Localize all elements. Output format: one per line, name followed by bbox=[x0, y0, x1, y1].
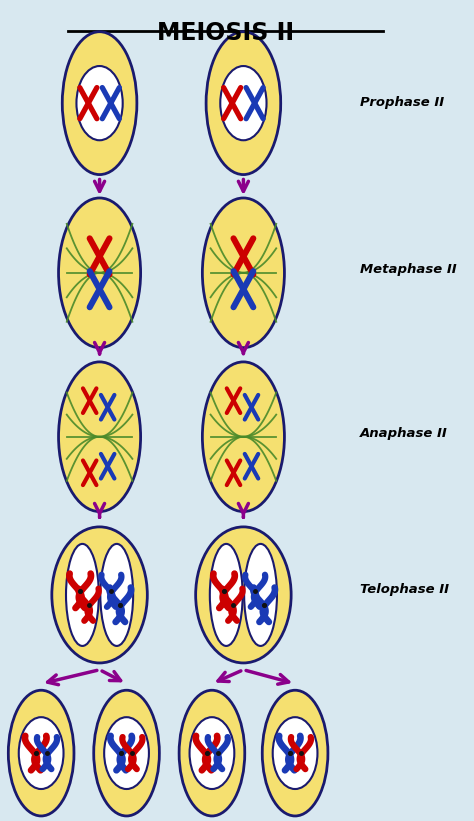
Text: Prophase II: Prophase II bbox=[360, 96, 445, 109]
Text: Telophase II: Telophase II bbox=[360, 583, 449, 596]
Ellipse shape bbox=[94, 690, 159, 816]
Text: Metaphase II: Metaphase II bbox=[360, 263, 457, 276]
Ellipse shape bbox=[62, 32, 137, 175]
Ellipse shape bbox=[66, 544, 99, 646]
Ellipse shape bbox=[210, 544, 243, 646]
Ellipse shape bbox=[190, 718, 234, 789]
Text: MEIOSIS II: MEIOSIS II bbox=[157, 21, 294, 45]
Ellipse shape bbox=[76, 66, 123, 140]
Ellipse shape bbox=[19, 718, 64, 789]
Ellipse shape bbox=[202, 198, 284, 347]
Ellipse shape bbox=[202, 362, 284, 511]
Text: Anaphase II: Anaphase II bbox=[360, 427, 448, 440]
Ellipse shape bbox=[59, 362, 141, 511]
Ellipse shape bbox=[196, 527, 291, 663]
Ellipse shape bbox=[220, 66, 266, 140]
Ellipse shape bbox=[9, 690, 74, 816]
Ellipse shape bbox=[273, 718, 318, 789]
Ellipse shape bbox=[179, 690, 245, 816]
Ellipse shape bbox=[206, 32, 281, 175]
Ellipse shape bbox=[104, 718, 149, 789]
Ellipse shape bbox=[100, 544, 133, 646]
Ellipse shape bbox=[52, 527, 147, 663]
Ellipse shape bbox=[59, 198, 141, 347]
Ellipse shape bbox=[244, 544, 277, 646]
Ellipse shape bbox=[262, 690, 328, 816]
